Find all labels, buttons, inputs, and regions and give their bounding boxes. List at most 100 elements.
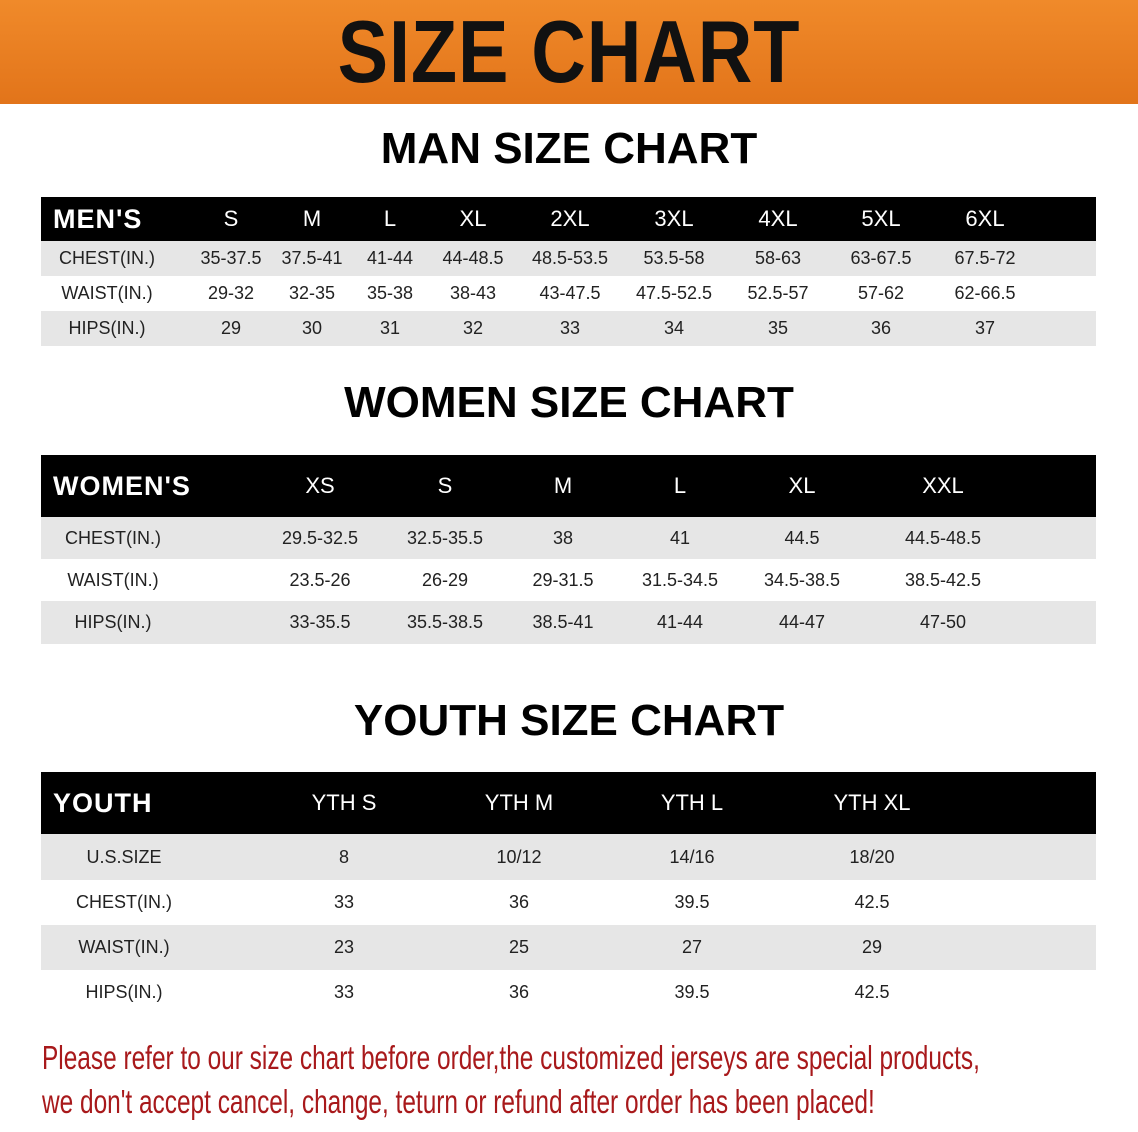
measurement-value: 32-35 bbox=[288, 283, 336, 303]
measurement-value: 34 bbox=[663, 318, 685, 338]
measurement-value: 27 bbox=[681, 937, 703, 957]
measurement-value: 32 bbox=[462, 318, 484, 338]
table-row: HIPS(IN.) 29 30 31 32 33 34 35 36 37 bbox=[41, 311, 1096, 346]
measurement-value: 58-63 bbox=[754, 248, 802, 268]
table-row: WAIST(IN.) 29-32 32-35 35-38 38-43 43-47.5 47.… bbox=[41, 276, 1096, 311]
youth-section-title: YOUTH SIZE CHART bbox=[353, 696, 785, 745]
measurement-value: 29 bbox=[220, 318, 242, 338]
women-section-title: WOMEN SIZE CHART bbox=[344, 378, 794, 427]
measurement-value: 18/20 bbox=[849, 846, 895, 867]
measurement-value: 26-29 bbox=[421, 569, 469, 590]
measurement-value: 38 bbox=[552, 527, 574, 548]
women-header-label: WOMEN'S bbox=[53, 470, 191, 501]
size-column-header: 5XL bbox=[861, 206, 901, 231]
measurement-value: 38.5-42.5 bbox=[904, 569, 982, 590]
measurement-value: 37.5-41 bbox=[281, 248, 343, 268]
table-row: CHEST(IN.) 33 36 39.5 42.5 bbox=[41, 880, 1096, 925]
measurement-value: 30 bbox=[301, 318, 323, 338]
notice-line-1: Please refer to our size chart before or… bbox=[42, 1039, 980, 1076]
measurement-value: 38.5-41 bbox=[532, 612, 594, 632]
measurement-value: 39.5 bbox=[674, 982, 710, 1002]
measurement-value: 33 bbox=[333, 982, 355, 1002]
size-column-header: YTH L bbox=[660, 790, 724, 815]
measurement-value: 10/12 bbox=[496, 846, 542, 867]
measurement-value: 36 bbox=[508, 892, 530, 912]
measurement-value: 57-62 bbox=[857, 283, 905, 303]
measurement-value: 36 bbox=[870, 318, 892, 338]
measurement-value: 67.5-72 bbox=[954, 248, 1016, 268]
measurement-label: HIPS(IN.) bbox=[68, 318, 146, 338]
size-column-header: M bbox=[302, 206, 322, 231]
measurement-value: 62-66.5 bbox=[954, 283, 1016, 303]
measurement-value: 53.5-58 bbox=[643, 248, 705, 268]
size-column-header: YTH XL bbox=[833, 790, 911, 815]
table-row: U.S.SIZE 8 10/12 14/16 18/20 bbox=[41, 834, 1096, 880]
measurement-value: 33 bbox=[559, 318, 581, 338]
size-chart-banner: SIZE CHART bbox=[0, 0, 1138, 104]
size-column-header: 6XL bbox=[965, 206, 1005, 231]
measurement-value: 42.5 bbox=[854, 892, 890, 912]
measurement-label: CHEST(IN.) bbox=[76, 892, 172, 912]
measurement-label: HIPS(IN.) bbox=[74, 612, 152, 632]
women-size-table: WOMEN'S XS S M L XL XXL CHEST(IN.) 29.5-32.5 32.5… bbox=[41, 455, 1096, 644]
measurement-value: 36 bbox=[508, 982, 530, 1002]
measurement-label: HIPS(IN.) bbox=[85, 982, 163, 1002]
men-header-label: MEN'S bbox=[53, 203, 143, 234]
size-column-header: L bbox=[383, 206, 397, 231]
measurement-label: WAIST(IN.) bbox=[67, 569, 159, 590]
size-column-header: S bbox=[437, 473, 453, 498]
size-column-header: YTH M bbox=[484, 790, 554, 815]
measurement-value: 44-48.5 bbox=[442, 248, 504, 268]
banner-title: SIZE CHART bbox=[337, 2, 801, 101]
measurement-value: 31.5-34.5 bbox=[641, 569, 719, 590]
size-column-header: M bbox=[553, 473, 573, 498]
measurement-value: 42.5 bbox=[854, 982, 890, 1002]
size-column-header: YTH S bbox=[311, 790, 377, 815]
measurement-value: 47.5-52.5 bbox=[635, 283, 713, 303]
measurement-value: 34.5-38.5 bbox=[763, 569, 841, 590]
size-column-header: XXL bbox=[922, 473, 964, 498]
size-column-header: XL bbox=[788, 473, 816, 498]
measurement-value: 43-47.5 bbox=[539, 283, 601, 303]
table-row: HIPS(IN.) 33-35.5 35.5-38.5 38.5-41 41-44 44-… bbox=[41, 601, 1096, 644]
measurement-value: 44.5-48.5 bbox=[904, 527, 982, 548]
youth-header-label: YOUTH bbox=[53, 787, 153, 818]
measurement-value: 33-35.5 bbox=[289, 612, 351, 632]
measurement-value: 33 bbox=[333, 892, 355, 912]
measurement-value: 35-37.5 bbox=[200, 248, 262, 268]
size-column-header: L bbox=[673, 473, 687, 498]
measurement-value: 29.5-32.5 bbox=[281, 527, 359, 548]
size-column-header: XS bbox=[305, 473, 335, 498]
measurement-label: CHEST(IN.) bbox=[59, 248, 155, 268]
table-row: WAIST(IN.) 23 25 27 29 bbox=[41, 925, 1096, 970]
measurement-value: 23.5-26 bbox=[289, 569, 351, 590]
table-row: HIPS(IN.) 33 36 39.5 42.5 bbox=[41, 970, 1096, 1015]
measurement-value: 31 bbox=[379, 318, 401, 338]
measurement-value: 8 bbox=[338, 846, 350, 867]
size-column-header: 3XL bbox=[654, 206, 694, 231]
measurement-value: 41-44 bbox=[656, 612, 704, 632]
measurement-value: 52.5-57 bbox=[747, 283, 809, 303]
size-column-header: XL bbox=[459, 206, 487, 231]
measurement-label: WAIST(IN.) bbox=[61, 283, 153, 303]
men-section-title: MAN SIZE CHART bbox=[380, 124, 758, 173]
measurement-value: 47-50 bbox=[919, 612, 967, 632]
men-header-row: MEN'S S M L XL 2XL 3XL 4XL 5XL 6XL bbox=[41, 197, 1096, 241]
measurement-value: 37 bbox=[974, 318, 996, 338]
measurement-value: 38-43 bbox=[449, 283, 497, 303]
measurement-value: 29-32 bbox=[207, 283, 255, 303]
men-size-table: MEN'S S M L XL 2XL 3XL 4XL 5XL 6XL CHEST(IN.) 35-37… bbox=[41, 197, 1096, 346]
measurement-value: 41 bbox=[669, 527, 691, 548]
measurement-value: 29 bbox=[861, 937, 883, 957]
measurement-value: 29-31.5 bbox=[532, 569, 594, 590]
measurement-value: 35-38 bbox=[366, 283, 414, 303]
size-column-header: S bbox=[223, 206, 239, 231]
measurement-value: 44-47 bbox=[778, 612, 826, 632]
measurement-value: 35 bbox=[767, 318, 789, 338]
measurement-label: WAIST(IN.) bbox=[78, 937, 170, 957]
women-header-row: WOMEN'S XS S M L XL XXL bbox=[41, 455, 1096, 517]
measurement-value: 32.5-35.5 bbox=[406, 527, 484, 548]
notice-line-2: we don't accept cancel, change, teturn o… bbox=[42, 1083, 875, 1120]
measurement-value: 48.5-53.5 bbox=[531, 248, 609, 268]
table-row: WAIST(IN.) 23.5-26 26-29 29-31.5 31.5-34.5 34… bbox=[41, 559, 1096, 601]
